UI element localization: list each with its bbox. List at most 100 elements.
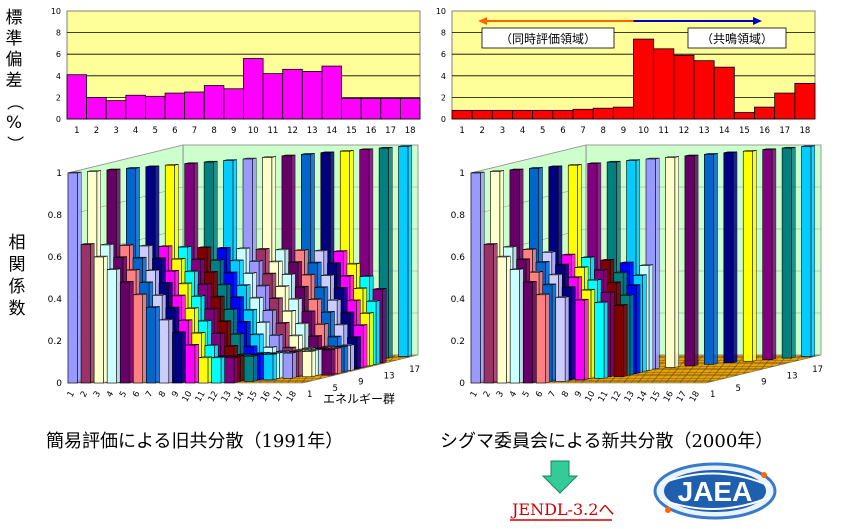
y-axis-label-char: （ — [4, 94, 24, 111]
x-tick-label: 11 — [597, 390, 611, 404]
bar — [704, 154, 715, 365]
bar-side — [519, 268, 524, 384]
bar-side — [168, 318, 173, 384]
bar-side — [350, 344, 355, 371]
caption-new-suffix: 年） — [737, 431, 773, 452]
x-tick-label: 17 — [675, 390, 689, 404]
bar-side — [752, 149, 757, 362]
depth-tick-label: 13 — [384, 371, 395, 381]
x-tick-label: 14 — [326, 126, 337, 136]
bar — [93, 256, 104, 384]
bar-side — [480, 171, 485, 384]
bar — [572, 108, 594, 120]
bar — [774, 92, 796, 120]
bar-side — [331, 348, 336, 376]
bar — [132, 294, 143, 384]
bar — [509, 269, 520, 384]
bar — [398, 146, 409, 357]
bar — [653, 48, 675, 120]
bar-side — [506, 255, 511, 384]
jaea-logo: JAEA — [653, 462, 777, 520]
jendl-link-label[interactable]: JENDL-3.2へ — [510, 500, 614, 519]
annotation-right: （共鳴領域） — [701, 31, 773, 46]
x-tick-label: 16 — [259, 390, 273, 404]
x-tick-label: 17 — [385, 126, 396, 136]
annotation-box-right — [687, 27, 787, 49]
bar-side — [317, 348, 323, 376]
x-tick-label: 10 — [181, 390, 195, 404]
caption-new-year: 2000 — [691, 431, 737, 452]
x-tick-label: 12 — [679, 126, 690, 136]
x-tick-label: 7 — [192, 126, 197, 136]
x-tick-label: 12 — [287, 126, 298, 136]
y-axis-label-char: 偏 — [6, 50, 23, 70]
y-tick-label: 8 — [441, 29, 446, 38]
bar — [522, 281, 533, 384]
x-tick-label: 17 — [272, 390, 286, 404]
jendl-link[interactable]: JENDL-3.2へ — [510, 500, 614, 521]
bar-side — [810, 145, 816, 357]
bar — [263, 354, 274, 381]
x-tick-label: 13 — [220, 390, 234, 404]
bar-side — [240, 354, 245, 382]
y-tick-label: 4 — [56, 72, 61, 81]
x-tick-label: 1 — [469, 390, 480, 400]
z-tick-label: 0.8 — [48, 211, 63, 221]
x-tick-label: 9 — [231, 126, 236, 136]
bar — [301, 71, 323, 120]
x-tick-label: 3 — [500, 126, 505, 136]
bar — [535, 294, 546, 384]
bar-side — [610, 291, 615, 378]
bar-side — [116, 268, 121, 384]
y-axis-label-char: 係 — [9, 277, 26, 297]
bar — [321, 65, 342, 120]
bar-side — [635, 284, 641, 374]
x-tick-label: 15 — [649, 390, 663, 404]
z-tick-label: 1 — [459, 169, 465, 179]
y-axis-label-char: ） — [4, 136, 24, 153]
depth-tick-label: 17 — [812, 365, 823, 375]
x-tick-label: 18 — [688, 390, 702, 404]
bar-side — [155, 306, 160, 384]
depth-tick-label: 9 — [761, 378, 766, 388]
bar-side — [298, 350, 303, 378]
x-tick-label: 9 — [573, 390, 584, 400]
bar — [360, 98, 382, 120]
y-axis-label-char: 相 — [9, 233, 26, 253]
bar — [693, 60, 715, 120]
bar — [224, 357, 235, 384]
bar-side — [564, 296, 570, 382]
bar — [512, 109, 534, 120]
x-tick-label: 5 — [521, 390, 532, 400]
x-tick-label: 13 — [699, 126, 710, 136]
bar-side — [493, 243, 498, 384]
bar — [594, 302, 605, 379]
bar-side — [532, 280, 537, 384]
y-tick-label: 2 — [441, 93, 446, 102]
bar — [67, 172, 78, 384]
x-tick-label: 15 — [246, 390, 260, 404]
bar — [555, 297, 566, 382]
bar — [80, 244, 91, 384]
x-tick-label: 4 — [520, 126, 525, 136]
bar — [282, 352, 293, 379]
bar — [262, 73, 284, 120]
z-tick-label: 0.8 — [451, 211, 466, 221]
bar — [159, 319, 170, 384]
caption-old-year: 1991 — [261, 431, 307, 452]
bar — [470, 172, 481, 384]
x-tick-label: 3 — [92, 390, 103, 400]
y-tick-label: 8 — [56, 29, 61, 38]
x-tick-label: 11 — [194, 390, 208, 404]
bar-side — [388, 146, 393, 359]
depth-tick-label: 5 — [333, 384, 338, 394]
bar — [612, 106, 634, 120]
bar — [742, 150, 753, 362]
bar-side — [713, 153, 718, 365]
y-tick-label: 2 — [56, 93, 61, 102]
x-tick-label: 7 — [547, 390, 558, 400]
arrow-left-head-icon — [478, 17, 487, 25]
caption-old-suffix: 年） — [307, 431, 343, 452]
